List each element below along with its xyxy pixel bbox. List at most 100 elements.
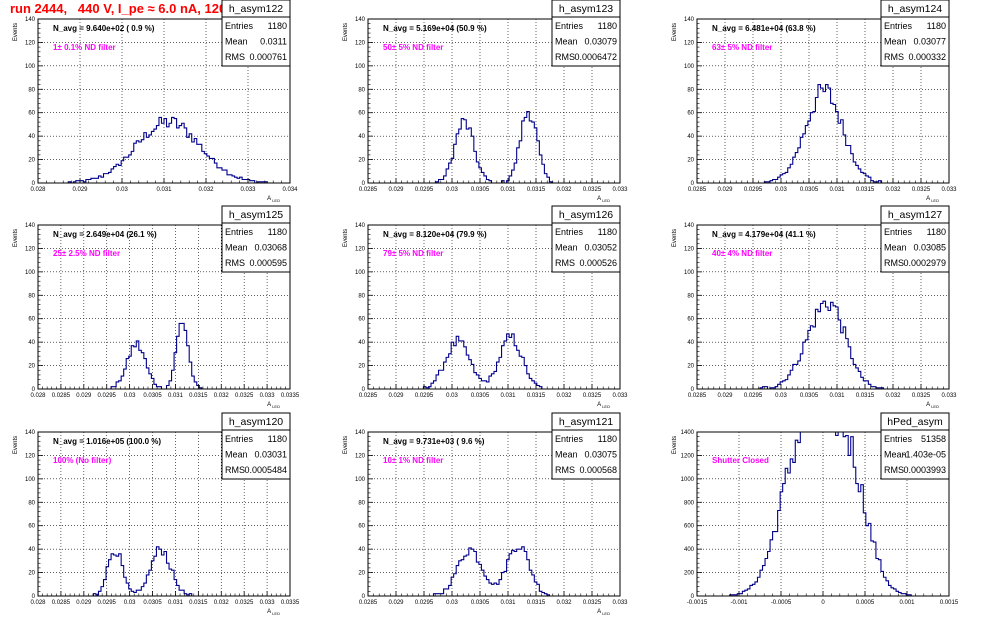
x-tick-label: 0.0285 (359, 393, 378, 399)
x-tick-label: 0.029 (76, 600, 92, 606)
stats-rms-label: RMS (225, 465, 245, 475)
x-tick-label: 0.0305 (143, 600, 162, 606)
y-axis-label: Events (343, 23, 349, 41)
y-tick-label: 120 (25, 40, 36, 46)
x-tick-label: 0.0285 (359, 187, 378, 193)
y-tick-label: 800 (684, 500, 695, 506)
y-tick-label: 140 (25, 17, 36, 23)
stats-box: h_asym123 Entries 1180 Mean 0.03079 RMS 0.0006… (551, 0, 621, 67)
x-axis-label: A LED (597, 609, 610, 616)
stats-rms-value: 0.000332 (908, 52, 946, 62)
y-tick-label: 60 (687, 111, 694, 117)
x-tick-label: 0.0295 (98, 393, 117, 399)
y-tick-label: 100 (25, 477, 36, 483)
y-tick-label: 140 (684, 17, 695, 23)
x-tick-label: 0.033 (612, 393, 628, 399)
plot-frame (37, 224, 291, 390)
stats-mean-label: Mean (884, 243, 907, 253)
x-tick-label: 0.031 (829, 393, 845, 399)
x-axis-label: A LED (597, 402, 610, 409)
x-tick-label: 0.0285 (688, 393, 707, 399)
y-tick-label: 60 (28, 111, 35, 117)
histogram-trace (368, 546, 620, 597)
y-tick-label: 0 (32, 387, 36, 393)
x-tick-label: 0.0315 (527, 393, 546, 399)
stats-entries-label: Entries (555, 21, 584, 31)
y-tick-label: 60 (358, 317, 365, 323)
y-tick-label: 40 (358, 134, 365, 140)
x-tick-label: 0.0295 (744, 187, 763, 193)
histogram-panel-hPed_asym: -0.0015 -0.001 -0.0005 0 0.0005 0.001 0.0015 0 2… (672, 412, 959, 606)
stats-hist-name: h_asym124 (888, 3, 942, 15)
histogram-title: N_avg = 6.481e+04 (63.8 %) (712, 24, 816, 33)
stats-rms-label: RMS (884, 465, 904, 475)
x-axis-label: A LED (267, 196, 280, 203)
stats-hist-name: h_asym120 (229, 416, 283, 428)
stats-entries-label: Entries (884, 21, 913, 31)
x-tick-label: 0.0295 (415, 600, 434, 606)
y-tick-label: 140 (684, 223, 695, 229)
x-tick-label: 0.029 (388, 600, 404, 606)
y-tick-label: 40 (28, 340, 35, 346)
histogram-panel-h_asym126: 0.0285 0.029 0.0295 0.03 0.0305 0.031 0.0315 0.… (343, 205, 628, 409)
plot-frame (696, 18, 950, 184)
stats-rms-label: RMS (555, 258, 575, 268)
y-tick-label: 60 (358, 524, 365, 530)
y-tick-label: 20 (687, 364, 694, 370)
histogram-title: N_avg = 2.649e+04 (26.1 %) (53, 230, 157, 239)
y-tick-label: 80 (358, 293, 365, 299)
x-tick-label: 0.031 (168, 600, 184, 606)
x-tick-label: 0.032 (556, 187, 572, 193)
x-axis-label: A LED (597, 196, 610, 203)
stats-rms-label: RMS (555, 465, 575, 475)
x-tick-label: 0.029 (717, 393, 733, 399)
x-tick-label: -0.0015 (687, 600, 708, 606)
plot-frame (37, 431, 291, 597)
y-tick-label: 140 (25, 223, 36, 229)
stats-mean-value: 0.0311 (260, 37, 287, 47)
y-tick-label: 60 (28, 317, 35, 323)
x-tick-label: 0.0285 (359, 600, 378, 606)
stats-entries-label: Entries (884, 227, 913, 237)
stats-mean-value: 0.03075 (584, 450, 617, 460)
stats-box-frame (221, 0, 291, 67)
histogram-trace (697, 300, 949, 390)
stats-entries-value: 1180 (598, 434, 617, 444)
stats-mean-label: Mean (225, 450, 248, 460)
x-tick-label: 0.001 (899, 600, 915, 606)
stats-rms-value: 0.000761 (249, 52, 287, 62)
y-tick-label: 100 (684, 64, 695, 70)
x-tick-label: 0.0015 (940, 600, 959, 606)
y-tick-label: 0 (362, 387, 366, 393)
y-tick-label: 140 (355, 223, 366, 229)
stats-hist-name: h_asym127 (888, 209, 942, 221)
histogram-panel-h_asym122: 0.028 0.029 0.03 0.031 0.032 0.033 0.034 0 20 40 6… (13, 0, 298, 203)
y-tick-label: 60 (28, 524, 35, 530)
y-tick-label: 100 (25, 64, 36, 70)
y-tick-label: 40 (358, 547, 365, 553)
filter-annotation: 10± 1% ND filter (383, 456, 443, 465)
stats-mean-label: Mean (555, 243, 578, 253)
stats-rms-label: RMS (225, 258, 245, 268)
y-tick-label: 120 (355, 453, 366, 459)
x-tick-label: 0.032 (198, 187, 214, 193)
x-tick-label: 0.0305 (471, 393, 490, 399)
y-tick-label: 80 (687, 293, 694, 299)
filter-annotation: 63± 5% ND filter (712, 43, 772, 52)
stats-hist-name: h_asym126 (559, 209, 613, 221)
x-tick-label: 0.0295 (415, 393, 434, 399)
y-axis-label: Events (672, 23, 678, 41)
y-tick-label: 20 (28, 364, 35, 370)
y-tick-label: 0 (691, 181, 695, 187)
x-tick-label: 0.032 (885, 187, 901, 193)
x-tick-label: 0.03 (124, 393, 136, 399)
x-tick-label: 0.0325 (912, 187, 931, 193)
stats-box-frame (880, 205, 950, 273)
y-tick-label: 40 (687, 340, 694, 346)
x-tick-label: 0.0305 (471, 187, 490, 193)
filter-annotation: 40± 4% ND filter (712, 249, 772, 258)
stats-hist-name: h_asym125 (229, 209, 283, 221)
histogram-title: N_avg = 9.731e+03 ( 9.6 %) (383, 437, 485, 446)
x-tick-label: 0.0315 (189, 393, 208, 399)
y-tick-label: 20 (358, 158, 365, 164)
